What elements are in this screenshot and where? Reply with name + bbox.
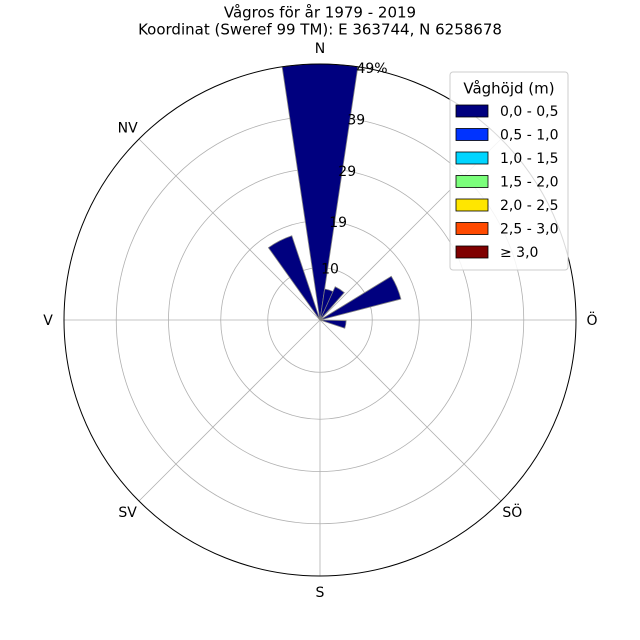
legend-swatch-6 [455, 245, 489, 259]
legend-frame [449, 71, 569, 271]
legend-label-6: ≥ 3,0 [500, 245, 538, 261]
radial-tick-labels: 10 19 29 39 49% [321, 61, 388, 278]
radial-tick-label-3: 39 [347, 112, 365, 128]
rose-bar-2-bin-0 [319, 286, 345, 321]
legend-label-3: 1,5 - 2,0 [500, 174, 558, 190]
direction-label-nv: NV [118, 121, 138, 137]
polar-frame [63, 63, 577, 577]
legend-swatch-4 [455, 198, 489, 212]
radial-tick-label-1: 19 [329, 215, 347, 231]
legend: Våghöjd (m) 0,0 - 0,5 0,5 - 1,0 1,0 - 1,5 1… [449, 71, 569, 271]
radial-tick-label-0: 10 [321, 262, 339, 278]
direction-label-s: S [316, 585, 325, 601]
legend-swatch-2 [455, 151, 489, 165]
direction-label-ö: Ö [586, 311, 597, 329]
rose-bars [267, 63, 402, 329]
rose-bar-3-bin-0 [319, 275, 402, 321]
rose-bar-5-bin-0 [267, 235, 321, 321]
direction-labels: N NV V SV S SÖ Ö [43, 41, 597, 601]
chart-subtitle: Koordinat (Sweref 99 TM): E 363744, N 62… [138, 20, 502, 38]
chart-title: Vågros för år 1979 - 2019 [224, 3, 416, 21]
direction-label-n: N [315, 41, 325, 57]
legend-label-5: 2,5 - 3,0 [500, 221, 558, 237]
legend-label-0: 0,0 - 0,5 [500, 104, 558, 120]
grid-spoke-5 [138, 319, 321, 502]
legend-title: Våghöjd (m) [463, 79, 554, 97]
radial-tick-label-4: 49% [356, 61, 387, 77]
grid-spoke-7 [138, 138, 321, 321]
direction-label-sv: SV [118, 505, 137, 521]
direction-label-v: V [43, 313, 53, 329]
legend-swatch-0 [455, 104, 489, 118]
legend-label-1: 0,5 - 1,0 [500, 127, 558, 143]
legend-swatch-5 [455, 222, 489, 235]
direction-label-sö: SÖ [502, 503, 522, 521]
legend-label-4: 2,0 - 2,5 [500, 198, 558, 214]
legend-items: 0,0 - 0,5 0,5 - 1,0 1,0 - 1,5 1,5 - 2,0 2,0 … [455, 104, 558, 261]
rose-bar-4-bin-0 [319, 319, 347, 329]
grid-spoke-3 [319, 319, 502, 502]
legend-swatch-1 [455, 128, 489, 141]
legend-swatch-3 [455, 175, 489, 188]
legend-label-2: 1,0 - 1,5 [500, 151, 558, 167]
radial-tick-label-2: 29 [338, 164, 356, 180]
